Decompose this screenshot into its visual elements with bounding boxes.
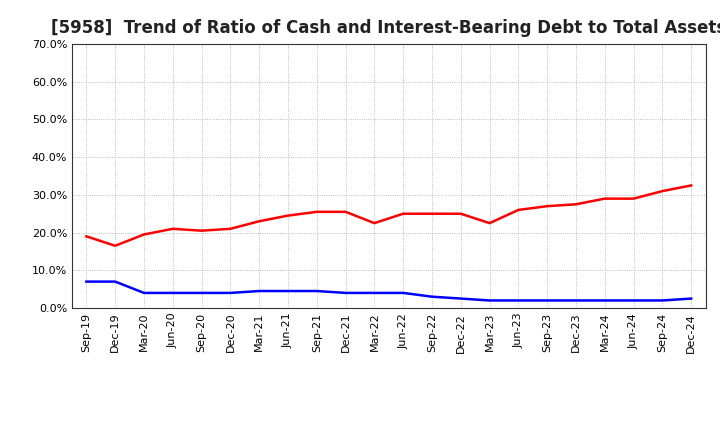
Cash <box>168 226 177 231</box>
Line: Cash: Cash <box>86 185 691 246</box>
Cash <box>341 209 350 214</box>
Interest-Bearing Debt <box>370 290 379 296</box>
Interest-Bearing Debt <box>687 296 696 301</box>
Interest-Bearing Debt <box>629 298 638 303</box>
Interest-Bearing Debt <box>600 298 609 303</box>
Cash <box>140 232 148 237</box>
Cash <box>197 228 206 233</box>
Cash <box>485 220 494 226</box>
Cash <box>82 234 91 239</box>
Interest-Bearing Debt <box>514 298 523 303</box>
Cash <box>399 211 408 216</box>
Cash <box>111 243 120 249</box>
Cash <box>312 209 321 214</box>
Interest-Bearing Debt <box>226 290 235 296</box>
Cash <box>572 202 580 207</box>
Interest-Bearing Debt <box>428 294 436 299</box>
Cash <box>543 204 552 209</box>
Interest-Bearing Debt <box>82 279 91 284</box>
Interest-Bearing Debt <box>543 298 552 303</box>
Interest-Bearing Debt <box>168 290 177 296</box>
Interest-Bearing Debt <box>197 290 206 296</box>
Cash <box>514 207 523 213</box>
Cash <box>600 196 609 201</box>
Cash <box>370 220 379 226</box>
Interest-Bearing Debt <box>284 288 292 293</box>
Cash <box>456 211 465 216</box>
Interest-Bearing Debt <box>485 298 494 303</box>
Interest-Bearing Debt <box>140 290 148 296</box>
Interest-Bearing Debt <box>456 296 465 301</box>
Cash <box>255 219 264 224</box>
Cash <box>428 211 436 216</box>
Interest-Bearing Debt <box>111 279 120 284</box>
Cash <box>629 196 638 201</box>
Cash <box>284 213 292 218</box>
Interest-Bearing Debt <box>255 288 264 293</box>
Interest-Bearing Debt <box>399 290 408 296</box>
Interest-Bearing Debt <box>658 298 667 303</box>
Cash <box>687 183 696 188</box>
Cash <box>658 188 667 194</box>
Interest-Bearing Debt <box>572 298 580 303</box>
Cash <box>226 226 235 231</box>
Title: [5958]  Trend of Ratio of Cash and Interest-Bearing Debt to Total Assets: [5958] Trend of Ratio of Cash and Intere… <box>51 19 720 37</box>
Line: Interest-Bearing Debt: Interest-Bearing Debt <box>86 282 691 301</box>
Interest-Bearing Debt <box>312 288 321 293</box>
Interest-Bearing Debt <box>341 290 350 296</box>
